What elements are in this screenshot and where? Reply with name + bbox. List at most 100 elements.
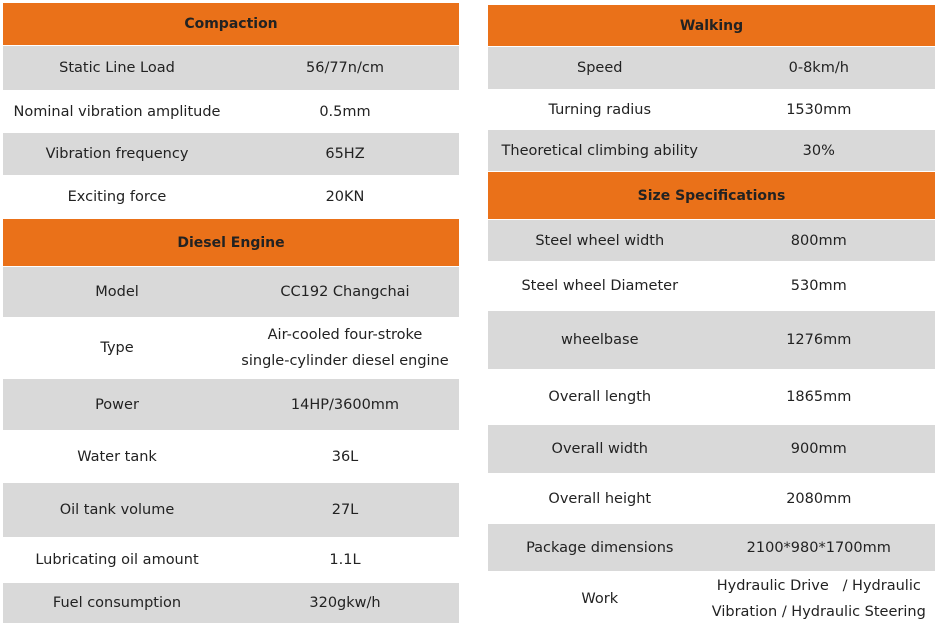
text-line: Lubricating oil amount: [35, 552, 199, 568]
spec-value: 56/77n/cm: [121, 46, 568, 90]
spec-row: Overall length 1865mm: [488, 370, 935, 424]
spec-value: 320gkw/h: [121, 583, 568, 623]
spec-row: Lubricating oil amount 1.1L: [3, 538, 459, 582]
text-line: Turning radius: [548, 101, 652, 118]
spec-row: Vibration frequency 65HZ: [3, 133, 459, 175]
spec-value: 65HZ: [121, 133, 568, 175]
spec-label: Overall length: [381, 370, 819, 424]
spec-row: Nominal vibration amplitude 0.5mm: [3, 91, 459, 132]
spec-label: Steel wheel Diameter: [381, 262, 819, 310]
spec-label: Overall height: [381, 474, 819, 523]
spec-label: Oil tank volume: [0, 483, 341, 537]
text-line: Power: [95, 396, 139, 413]
text-line: 320gkw/h: [309, 595, 381, 611]
text-line: Water tank: [77, 448, 157, 465]
text-line: Hydraulic Drive / Hydraulic: [716, 577, 921, 594]
text-line: 36L: [331, 448, 359, 465]
spec-row: Package dimensions 2100*980*1700mm: [488, 524, 935, 571]
spec-row: Speed 0-8km/h: [488, 47, 935, 89]
spec-value: 1276mm: [600, 311, 939, 369]
text-line: 1530mm: [786, 101, 852, 118]
section-title: Walking: [679, 17, 744, 34]
spec-row: Static Line Load 56/77n/cm: [3, 46, 459, 90]
spec-row: Water tank 36L: [3, 431, 459, 482]
spec-value: 1530mm: [600, 90, 939, 129]
text-line: 2080mm: [786, 490, 852, 507]
spec-value: 530mm: [600, 262, 939, 310]
text-line: 30%: [802, 142, 835, 159]
spec-row: Theoretical climbing ability 30%: [488, 130, 935, 171]
text-line: 65HZ: [325, 146, 365, 162]
spec-label: Exciting force: [0, 176, 341, 218]
spec-row: Steel wheel width 800mm: [488, 220, 935, 261]
text-line: Work: [581, 590, 619, 607]
text-line: Overall height: [548, 490, 652, 507]
text-line: Vibration / Hydraulic Steering: [711, 603, 926, 620]
spec-label: wheelbase: [381, 311, 819, 369]
text-line: Air-cooled four-stroke: [267, 327, 423, 343]
spec-label: Speed: [381, 47, 819, 89]
text-line: 1.1L: [329, 552, 361, 568]
text-line: 0-8km/h: [788, 60, 849, 76]
section-title: Compaction: [184, 16, 278, 32]
text-line: Oil tank volume: [59, 502, 175, 518]
spec-row: Oil tank volume 27L: [3, 483, 459, 537]
spec-row: Type Air-cooled four-stroke single-cylinde…: [3, 318, 459, 378]
spec-row: Exciting force 20KN: [3, 176, 459, 218]
text-line: Speed: [577, 60, 623, 76]
spec-label: Power: [0, 379, 341, 430]
text-line: Vibration frequency: [45, 146, 189, 162]
text-line: Type: [100, 340, 134, 356]
spec-value: 800mm: [600, 220, 939, 261]
section-title: Diesel Engine: [177, 234, 285, 251]
text-line: 800mm: [790, 232, 847, 249]
text-line: 1865mm: [786, 389, 852, 405]
spec-value: Air-cooled four-stroke single-cylinder di…: [121, 318, 568, 378]
spec-value: 30%: [600, 130, 939, 171]
section-header: Diesel Engine: [3, 219, 459, 266]
text-line: Overall length: [548, 389, 652, 405]
spec-value: 2100*980*1700mm: [600, 524, 939, 571]
text-line: CC192 Changchai: [280, 284, 410, 300]
spec-value: CC192 Changchai: [121, 267, 568, 317]
section-title: Size Specifications: [637, 187, 786, 204]
spec-label: Steel wheel width: [381, 220, 819, 261]
text-line: wheelbase: [561, 332, 639, 348]
spec-label: Theoretical climbing ability: [381, 130, 819, 171]
spec-row: Overall width 900mm: [488, 425, 935, 473]
text-line: 20KN: [325, 189, 365, 205]
spec-row: Fuel consumption 320gkw/h: [3, 583, 459, 623]
text-line: Fuel consumption: [52, 595, 182, 611]
text-line: 27L: [331, 502, 359, 518]
spec-label: Work: [381, 572, 819, 625]
spec-label: Turning radius: [381, 90, 819, 129]
spec-label: Model: [0, 267, 341, 317]
spec-value: 900mm: [600, 425, 939, 473]
text-line: Static Line Load: [59, 60, 175, 76]
spec-label: Static Line Load: [0, 46, 341, 90]
spec-value: 1.1L: [121, 538, 568, 582]
spec-row: Power 14HP/3600mm: [3, 379, 459, 430]
spec-value: 36L: [121, 431, 568, 482]
spec-value: 0.5mm: [121, 91, 568, 132]
text-line: Steel wheel Diameter: [521, 278, 679, 294]
spec-label: Nominal vibration amplitude: [0, 91, 341, 132]
text-line: 1276mm: [786, 332, 852, 348]
text-line: single-cylinder diesel engine: [241, 353, 449, 369]
spec-label: Overall width: [381, 425, 819, 473]
spec-row: wheelbase 1276mm: [488, 311, 935, 369]
spec-label: Package dimensions: [381, 524, 819, 571]
spec-label: Vibration frequency: [0, 133, 341, 175]
section-header: Walking: [488, 5, 935, 46]
text-line: Overall width: [551, 441, 648, 457]
spec-value: 1865mm: [600, 370, 939, 424]
section-header: Size Specifications: [488, 172, 935, 219]
spec-row: Steel wheel Diameter 530mm: [488, 262, 935, 310]
spec-value: 2080mm: [600, 474, 939, 523]
spec-value: 14HP/3600mm: [121, 379, 568, 430]
spec-value: Hydraulic Drive / Hydraulic Vibration / H…: [600, 572, 939, 625]
text-line: Package dimensions: [526, 539, 674, 556]
spec-row: Turning radius 1530mm: [488, 90, 935, 129]
spec-label: Type: [0, 318, 341, 378]
